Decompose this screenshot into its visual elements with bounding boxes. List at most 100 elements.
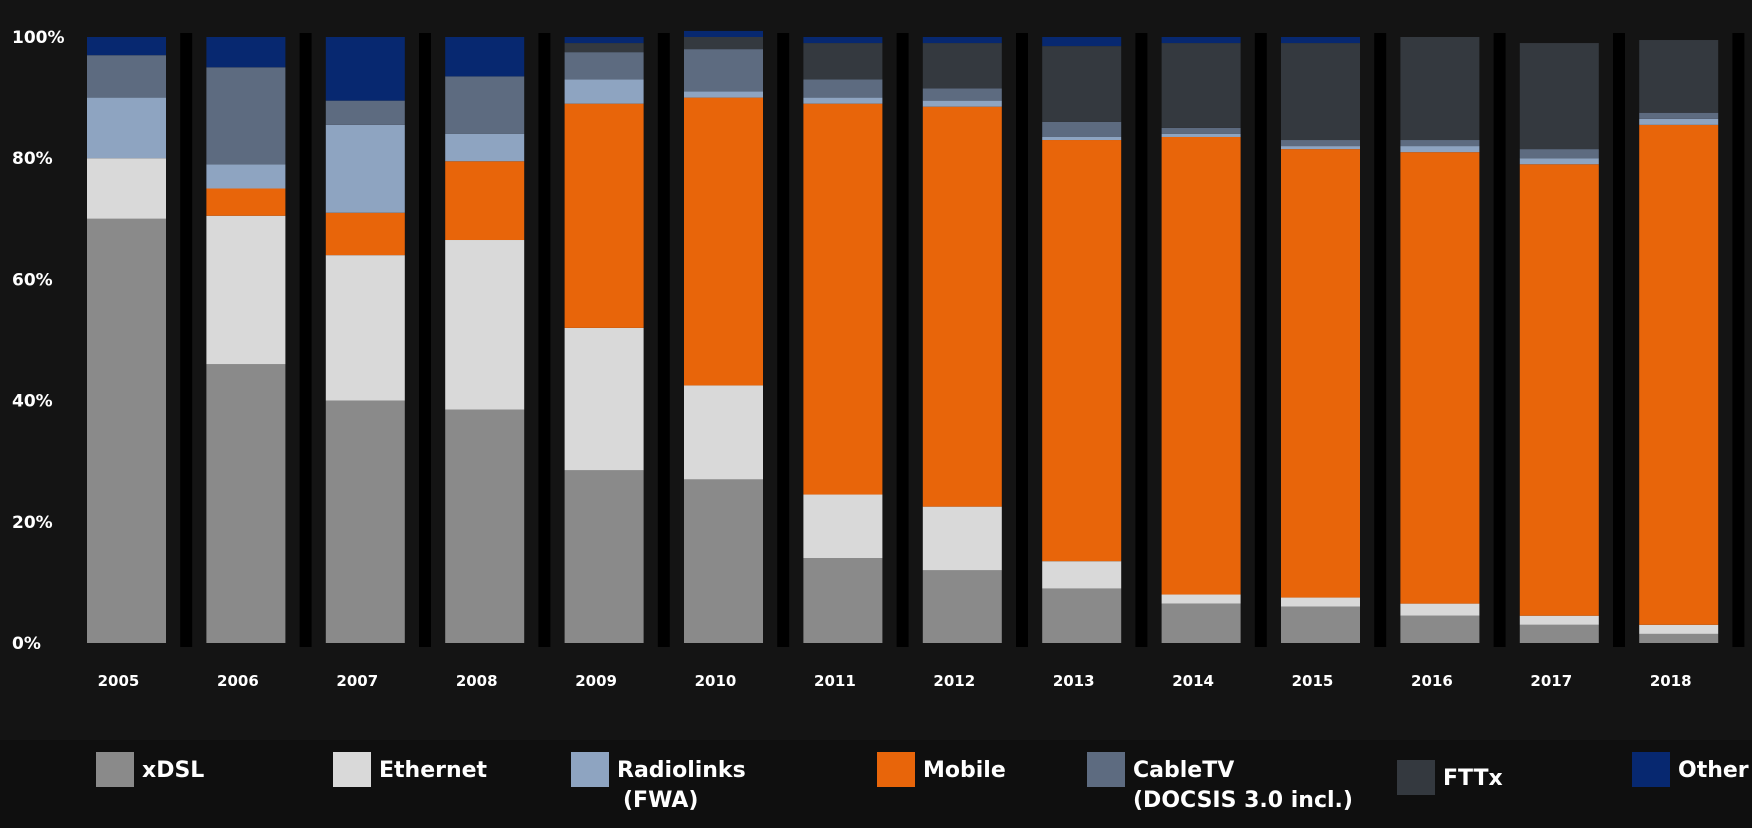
bar-segment-xdsl — [564, 470, 644, 643]
legend-swatch — [96, 752, 134, 787]
bar-separator — [777, 33, 790, 647]
y-tick-label: 80% — [12, 149, 53, 169]
bar-segment-mobile — [206, 188, 286, 216]
bar-separator — [419, 33, 431, 647]
legend-item-radiolinks: Radiolinks (FWA) — [571, 752, 746, 816]
bar-segment-cabletv — [803, 79, 883, 98]
bar-segment-ethernet — [922, 506, 1002, 571]
bar-segment-other — [87, 37, 166, 56]
bar-segment-xdsl — [206, 364, 286, 643]
bar-segment-other — [684, 30, 763, 37]
bar-segment-cabletv — [206, 67, 286, 165]
bar-segment-cabletv — [1519, 149, 1599, 159]
bar-separator — [896, 33, 909, 647]
legend-label: Other — [1678, 752, 1749, 786]
chart-svg: 0% 20% 40% 60% 80% 100% 2005 2006 2007 2008 2009 20… — [12, 28, 1745, 690]
bar-segment-radiolinks — [803, 97, 883, 104]
legend-label-main: Ethernet — [379, 758, 488, 783]
bar-segment-cabletv — [87, 55, 166, 98]
legend-item-fttx: FTTx — [1397, 754, 1503, 795]
legend-swatch — [333, 752, 371, 787]
bar-segment-ethernet — [564, 327, 644, 471]
bar-segment-radiolinks — [1161, 133, 1241, 137]
x-tick-label: 2007 — [336, 672, 378, 690]
bar-segment-ethernet — [1281, 597, 1360, 607]
x-tick-label: 2013 — [1053, 672, 1095, 690]
bar-segment-mobile — [1042, 140, 1122, 562]
bar-segment-ethernet — [1161, 594, 1241, 604]
bar-segment-ethernet — [206, 215, 286, 365]
bar-segment-mobile — [1161, 136, 1241, 595]
legend-swatch — [877, 752, 915, 787]
legend-label-main: Mobile — [923, 758, 1006, 783]
bar-separator — [657, 33, 670, 647]
bar-segment-other — [1281, 37, 1360, 44]
bar-segment-radiolinks — [1639, 118, 1719, 125]
bar-segment-xdsl — [684, 479, 763, 643]
bar-segment-cabletv — [1639, 112, 1719, 119]
bar-segment-ethernet — [325, 255, 405, 401]
bar-segment-xdsl — [803, 558, 883, 643]
bar-segment-ethernet — [1400, 603, 1480, 616]
x-tick-label: 2010 — [695, 672, 737, 690]
x-tick-label: 2015 — [1292, 672, 1334, 690]
bar-segment-other — [564, 37, 644, 44]
bar-segment-mobile — [1519, 164, 1599, 616]
x-tick-label: 2008 — [456, 672, 498, 690]
bar-segment-fttx — [564, 43, 644, 53]
legend-swatch — [1632, 752, 1670, 787]
x-tick-label: 2017 — [1530, 672, 1572, 690]
bar-segment-cabletv — [1042, 121, 1122, 137]
bar-segment-fttx — [1281, 43, 1360, 141]
bar-separator — [538, 33, 551, 647]
bar-segment-ethernet — [684, 385, 763, 480]
bar-segment-other — [325, 37, 405, 101]
legend-label: Radiolinks (FWA) — [617, 752, 746, 816]
x-tick-label: 2009 — [575, 672, 617, 690]
y-tick-label: 100% — [12, 28, 65, 48]
bar-segment-mobile — [922, 106, 1002, 507]
legend-item-mobile: Mobile — [877, 752, 1006, 787]
legend-label-sub: (FWA) — [623, 788, 699, 813]
bar-segment-xdsl — [1519, 624, 1599, 643]
bar-segment-cabletv — [684, 49, 763, 92]
bar-segment-radiolinks — [1400, 146, 1480, 153]
bar-segment-mobile — [445, 161, 525, 241]
legend-label-main: xDSL — [142, 758, 205, 783]
bar-segment-fttx — [1161, 43, 1241, 128]
bar-segment-cabletv — [1281, 140, 1360, 147]
bar-segment-cabletv — [564, 52, 644, 80]
bar-separator — [1613, 33, 1625, 647]
bar-segment-cabletv — [1161, 127, 1241, 134]
bar-segment-radiolinks — [1281, 146, 1360, 150]
x-tick-label: 2011 — [814, 672, 856, 690]
bar-separator — [1493, 33, 1506, 647]
bar-segment-other — [803, 37, 883, 44]
bar-segment-xdsl — [445, 409, 525, 643]
bar-segment-cabletv — [325, 100, 405, 125]
bar-segment-cabletv — [922, 88, 1002, 101]
legend-label-main: Radiolinks — [617, 758, 746, 783]
bar-segment-fttx — [1042, 46, 1122, 122]
bar-segment-mobile — [803, 103, 883, 495]
bar-segment-other — [445, 37, 525, 77]
legend-swatch — [1087, 752, 1125, 787]
bar-segment-xdsl — [87, 218, 166, 644]
legend-label: xDSL — [142, 752, 204, 786]
y-tick-label: 20% — [12, 513, 53, 533]
bar-segment-radiolinks — [87, 97, 166, 159]
legend-label-main: CableTV — [1133, 758, 1235, 783]
bar-separator — [1374, 33, 1387, 647]
bar-segment-mobile — [564, 103, 644, 328]
y-tick-label: 60% — [12, 270, 53, 290]
bar-segment-other — [1042, 37, 1122, 47]
bar-segment-ethernet — [87, 158, 166, 219]
legend-label: FTTx — [1443, 754, 1503, 794]
bar-segment-radiolinks — [445, 133, 525, 162]
bar-segment-radiolinks — [1519, 158, 1599, 165]
bar-segment-mobile — [684, 97, 763, 386]
bar-segment-mobile — [1639, 124, 1719, 625]
bar-segment-radiolinks — [564, 79, 644, 104]
bar-segment-other — [206, 37, 286, 68]
